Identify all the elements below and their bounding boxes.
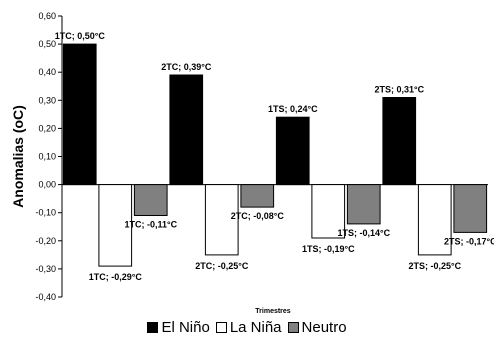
chart-legend: El Niño La Niña Neutro bbox=[0, 319, 494, 336]
y-tick-label: -0,30 bbox=[35, 264, 56, 274]
bar-la-ni-a-10 bbox=[417, 184, 452, 256]
legend-item: El Niño bbox=[147, 319, 210, 336]
legend-swatch bbox=[215, 322, 227, 333]
chart-axes: -0,40 -0,30 -0,20 -0,10 0,00 0,10 0,20 0,30 0,40… bbox=[35, 11, 488, 302]
data-label: 2TC; -0,25°C bbox=[195, 261, 249, 271]
y-tick-label: -0,10 bbox=[35, 208, 56, 218]
y-tick-label: -0,20 bbox=[35, 236, 56, 246]
data-label: 2TS; -0,17°C bbox=[444, 236, 494, 246]
data-label: 1TC; -0,11°C bbox=[124, 220, 177, 230]
legend-swatch bbox=[147, 322, 159, 333]
data-label: 2TC; -0,08°C bbox=[231, 211, 285, 221]
bar-neutro-2 bbox=[133, 184, 168, 217]
legend-item: La Niña bbox=[215, 319, 282, 336]
y-tick-label: 0,50 bbox=[38, 39, 56, 49]
bar-la-ni-a-1 bbox=[98, 184, 133, 267]
data-label: 1TS; 0,24°C bbox=[268, 104, 318, 114]
anomaly-bar-chart: -0,40 -0,30 -0,20 -0,10 0,00 0,10 0,20 0,30 0,40… bbox=[10, 11, 494, 315]
y-tick-label: 0,20 bbox=[38, 123, 56, 133]
y-tick-label: 0,10 bbox=[38, 152, 56, 162]
bar-el-ni-o-6 bbox=[275, 116, 310, 186]
data-label: 2TC; 0,39°C bbox=[161, 62, 212, 72]
y-tick-label: 0,60 bbox=[38, 11, 56, 21]
legend-swatch bbox=[287, 322, 299, 333]
data-label: 2TS; -0,25°C bbox=[408, 261, 461, 271]
bar-la-ni-a-7 bbox=[311, 184, 346, 239]
chart-data-labels: 1TC; 0,50°C 1TC; -0,29°C 1TC; -0,11°C 2TC; … bbox=[55, 31, 494, 282]
data-label: 1TC; -0,29°C bbox=[89, 272, 143, 282]
y-tick-label: -0,40 bbox=[35, 292, 56, 302]
bar-el-ni-o-0 bbox=[62, 43, 97, 186]
data-label: 2TS; 0,31°C bbox=[374, 85, 424, 95]
bar-la-ni-a-4 bbox=[204, 184, 239, 256]
y-axis-label: Anomalias (oC) bbox=[10, 105, 26, 208]
x-axis-label: Trimestres bbox=[255, 308, 291, 315]
y-tick-label: 0,40 bbox=[38, 67, 56, 77]
legend-label: Neutro bbox=[301, 319, 347, 336]
data-label: 1TC; 0,50°C bbox=[55, 31, 106, 41]
y-tick-label: 0,00 bbox=[38, 180, 56, 190]
data-label: 1TS; -0,14°C bbox=[337, 228, 390, 238]
legend-item: Neutro bbox=[287, 319, 347, 336]
bar-neutro-11 bbox=[453, 184, 488, 233]
bar-neutro-8 bbox=[346, 184, 381, 225]
y-tick-label: 0,30 bbox=[38, 95, 56, 105]
legend-label: La Niña bbox=[229, 319, 282, 336]
bar-neutro-5 bbox=[240, 184, 275, 208]
data-label: 1TS; -0,19°C bbox=[302, 244, 355, 254]
bar-el-ni-o-3 bbox=[169, 74, 204, 186]
bar-el-ni-o-9 bbox=[382, 97, 417, 186]
chart-bars bbox=[62, 43, 488, 267]
legend-label: El Niño bbox=[161, 319, 210, 336]
